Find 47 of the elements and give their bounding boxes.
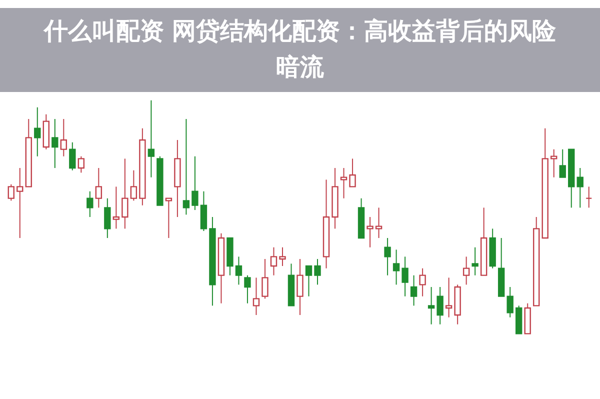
candlestick	[252, 277, 260, 316]
candlestick	[550, 148, 558, 178]
candlestick	[436, 286, 444, 325]
candlestick	[576, 168, 584, 208]
candlestick	[52, 118, 58, 168]
candlestick	[445, 277, 452, 318]
candlestick	[200, 190, 208, 232]
candlestick	[112, 186, 120, 230]
candlestick	[340, 168, 348, 199]
candlestick	[279, 246, 286, 266]
candlestick	[506, 286, 514, 318]
chart-title: 什么叫配资 网贷结构化配资：高收益背后的风险暗流	[42, 17, 558, 81]
candlestick	[472, 246, 478, 276]
candlestick	[366, 216, 374, 248]
candlestick	[86, 190, 94, 218]
candlestick	[78, 156, 85, 174]
candlestick	[95, 168, 102, 208]
candlestick	[244, 274, 251, 304]
candlestick	[410, 274, 418, 306]
candlestick	[392, 249, 400, 286]
candlestick	[314, 258, 321, 286]
candlestick	[235, 256, 242, 286]
candlestick	[270, 246, 278, 276]
candlestick	[428, 286, 435, 325]
candlestick	[69, 142, 76, 171]
candlestick	[34, 106, 41, 157]
candlestick	[349, 158, 356, 188]
candlestick	[384, 238, 391, 276]
candlestick	[559, 148, 566, 178]
candlestick	[262, 258, 268, 300]
candlestick	[122, 158, 128, 230]
candlestick	[296, 258, 304, 316]
candlestick	[104, 198, 111, 238]
candlestick	[402, 256, 408, 297]
candlestick	[16, 168, 24, 238]
candlestick	[130, 170, 138, 202]
candlestick	[419, 268, 426, 297]
candlestick	[60, 118, 67, 157]
candlestick	[192, 156, 198, 210]
candlestick	[462, 256, 470, 286]
candlestick	[148, 100, 155, 178]
candlestick	[305, 265, 312, 297]
candlestick	[182, 118, 190, 216]
candlestick	[375, 207, 382, 238]
candlestick	[165, 198, 172, 238]
candlestick	[586, 186, 592, 208]
candlestick	[8, 184, 14, 202]
